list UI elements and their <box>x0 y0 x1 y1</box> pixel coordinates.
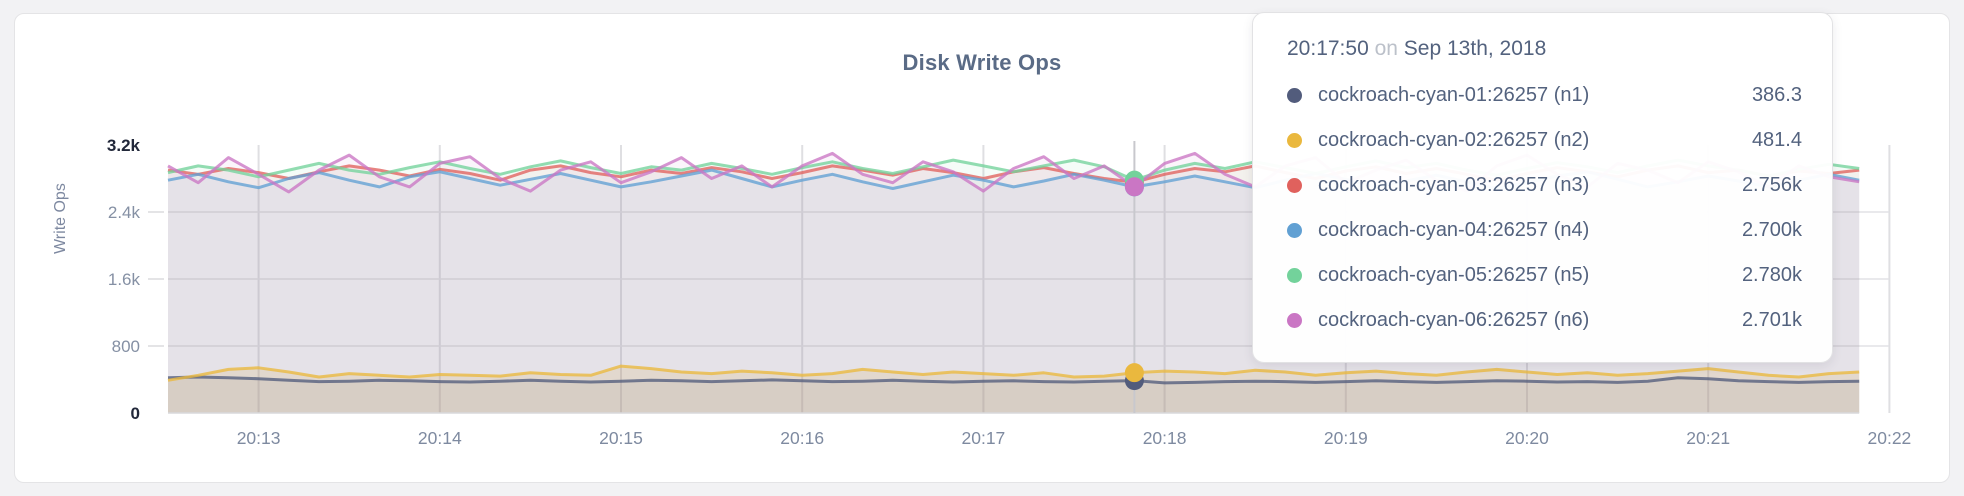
series-line-1[interactable] <box>167 375 1860 385</box>
series-value: 2.700k <box>1741 219 1802 241</box>
series-color-dot-icon <box>1287 268 1302 283</box>
tooltip-header: 20:17:50 on Sep 13th, 2018 <box>1287 37 1804 61</box>
x-tick-label: 20:17 <box>962 428 1006 448</box>
series-label: cockroach-cyan-02:26257 (n2) <box>1318 129 1590 151</box>
hover-dot-6[interactable] <box>1124 177 1144 197</box>
series-label: cockroach-cyan-03:26257 (n3) <box>1318 174 1590 196</box>
tooltip-series-row: cockroach-cyan-06:26257 (n6) 2.701k <box>1287 298 1804 343</box>
tooltip-series-list: cockroach-cyan-01:26257 (n1) 386.3 cockroa… <box>1287 73 1804 343</box>
y-tick-label: 2.4k <box>108 203 141 222</box>
series-value: 386.3 <box>1751 84 1802 106</box>
series-area-2 <box>168 366 1860 413</box>
series-color-dot-icon <box>1287 223 1302 238</box>
series-color-dot-icon <box>1287 88 1302 103</box>
series-value: 481.4 <box>1751 129 1802 151</box>
tooltip-series-row: cockroach-cyan-05:26257 (n5) 2.780k <box>1287 253 1804 298</box>
tooltip-series-row: cockroach-cyan-01:26257 (n1) 386.3 <box>1287 73 1804 118</box>
tooltip-series-row: cockroach-cyan-03:26257 (n3) 2.756k <box>1287 163 1804 208</box>
hover-tooltip: 20:17:50 on Sep 13th, 2018 cockroach-cya… <box>1252 12 1833 363</box>
series-area-1 <box>168 377 1860 413</box>
y-tick-label: 1.6k <box>108 270 141 289</box>
series-label: cockroach-cyan-04:26257 (n4) <box>1318 219 1590 241</box>
y-tick-label: 800 <box>112 337 140 356</box>
series-color-dot-icon <box>1287 313 1302 328</box>
tooltip-on-word: on <box>1374 37 1398 60</box>
tooltip-series-row: cockroach-cyan-02:26257 (n2) 481.4 <box>1287 118 1804 163</box>
y-tick-label: 3.2k <box>107 136 141 155</box>
series-label: cockroach-cyan-01:26257 (n1) <box>1318 84 1590 106</box>
series-value: 2.780k <box>1741 264 1802 286</box>
hover-dot-2[interactable] <box>1124 363 1144 383</box>
x-tick-label: 20:13 <box>237 428 281 448</box>
x-tick-label: 20:18 <box>1143 428 1187 448</box>
x-tick-label: 20:19 <box>1324 428 1368 448</box>
series-color-dot-icon <box>1287 133 1302 148</box>
x-tick-label: 20:16 <box>780 428 824 448</box>
series-line-2[interactable] <box>167 364 1860 382</box>
series-label: cockroach-cyan-05:26257 (n5) <box>1318 264 1590 286</box>
tooltip-series-row: cockroach-cyan-04:26257 (n4) 2.700k <box>1287 208 1804 253</box>
series-label: cockroach-cyan-06:26257 (n6) <box>1318 309 1590 331</box>
series-value: 2.756k <box>1741 174 1802 196</box>
tooltip-date: Sep 13th, 2018 <box>1403 37 1547 60</box>
x-tick-label: 20:14 <box>418 428 462 448</box>
x-tick-label: 20:20 <box>1505 428 1549 448</box>
x-tick-label: 20:21 <box>1686 428 1730 448</box>
x-tick-label: 20:15 <box>599 428 643 448</box>
chart-title: Disk Write Ops <box>902 50 1062 75</box>
y-tick-label: 0 <box>131 404 140 423</box>
tooltip-time: 20:17:50 <box>1287 37 1369 60</box>
x-tick-label: 20:22 <box>1868 428 1912 448</box>
series-value: 2.701k <box>1741 309 1802 331</box>
series-color-dot-icon <box>1287 178 1302 193</box>
